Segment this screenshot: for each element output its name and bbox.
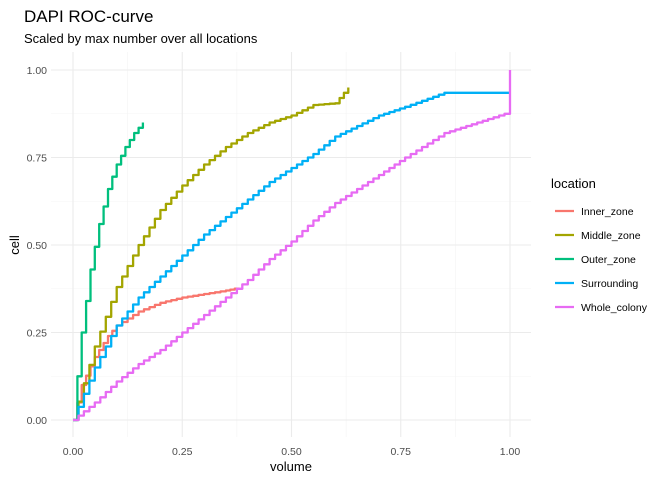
series-line-middle-zone — [73, 87, 350, 422]
x-tick-label: 0.00 — [63, 446, 84, 458]
x-axis-ticks: 0.00 0.25 0.50 0.75 1.00 — [63, 446, 521, 458]
series-layer — [73, 70, 512, 422]
x-tick-label: 0.50 — [281, 446, 302, 458]
x-tick-label: 0.75 — [391, 446, 412, 458]
legend-title: location — [551, 176, 596, 191]
y-tick-label: 0.25 — [27, 328, 48, 340]
x-tick-label: 1.00 — [500, 446, 521, 458]
chart-subtitle: Scaled by max number over all locations — [24, 31, 258, 46]
x-tick-label: 0.25 — [172, 446, 193, 458]
series-line-outer-zone — [73, 122, 145, 422]
legend: Inner_zone Middle_zone Outer_zone Surroundi… — [555, 206, 648, 314]
legend-label: Surrounding — [581, 278, 638, 290]
y-tick-label: 0.00 — [27, 415, 48, 427]
legend-label: Outer_zone — [581, 254, 636, 266]
y-axis-title: cell — [7, 235, 22, 255]
legend-label: Inner_zone — [581, 206, 634, 218]
y-axis-ticks: 0.00 0.25 0.50 0.75 1.00 — [27, 65, 48, 427]
chart-title: DAPI ROC-curve — [24, 7, 153, 26]
x-axis-title: volume — [270, 459, 312, 474]
legend-label: Middle_zone — [581, 230, 641, 242]
legend-label: Whole_colony — [581, 302, 648, 314]
y-tick-label: 0.50 — [27, 240, 48, 252]
series-line-surrounding — [73, 91, 510, 422]
series-line-whole-colony — [73, 70, 512, 422]
y-tick-label: 1.00 — [27, 65, 48, 77]
y-tick-label: 0.75 — [27, 153, 48, 165]
